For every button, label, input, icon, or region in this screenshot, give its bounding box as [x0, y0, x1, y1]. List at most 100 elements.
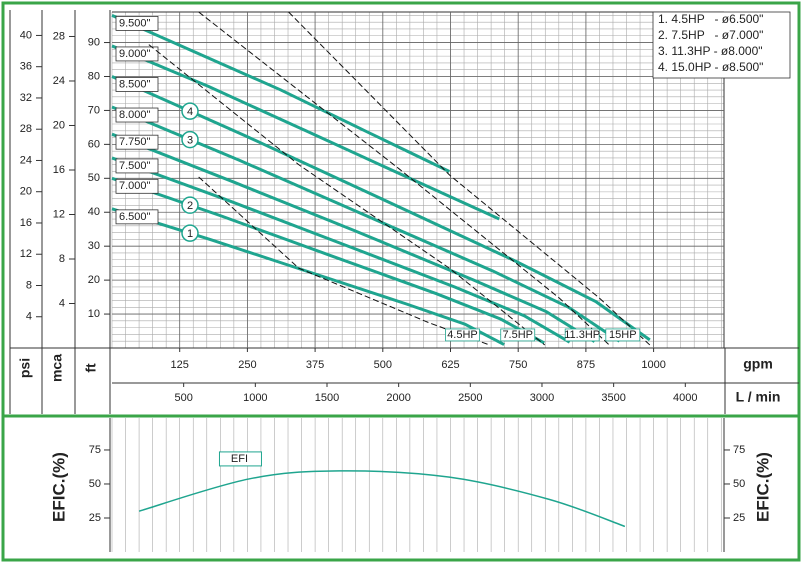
y-tick-label: 12	[20, 248, 32, 260]
y-tick-label: 32	[20, 92, 32, 104]
curve-label-box	[115, 15, 159, 31]
y-tick-label: 20	[88, 274, 100, 286]
y-tick-label: 28	[53, 30, 65, 42]
power-line	[288, 11, 651, 346]
plot-layer: 481216202428323640psi481216202428mca1020…	[17, 11, 791, 528]
y-tick-label: 12	[53, 208, 65, 220]
y-tick-label: 4	[59, 297, 65, 309]
y-axis-label: mca	[49, 354, 65, 382]
y-tick-label: 80	[88, 70, 100, 82]
curve-marker-circle	[181, 196, 199, 214]
x-tick-label: 3000	[530, 392, 554, 404]
power-label: 11.3HP	[564, 329, 600, 341]
y-tick-label: 30	[88, 240, 100, 252]
grid-layer	[9, 10, 799, 552]
curve-marker-circle	[181, 224, 199, 242]
x-tick-label: 4000	[673, 392, 697, 404]
y-tick-label: 50	[88, 172, 100, 184]
power-label: 15HP	[609, 329, 637, 341]
y-tick-label: 75	[89, 444, 101, 456]
y-tick-label: 60	[88, 138, 100, 150]
curve-label: 9.500"	[119, 17, 151, 29]
power-label: 7.5HP	[502, 329, 533, 341]
curve-label-box	[115, 107, 159, 123]
curve-label: 7.500"	[119, 160, 151, 172]
power-label: 4.5HP	[447, 329, 478, 341]
curve-label: 8.000"	[119, 109, 151, 121]
y-tick-label: 36	[20, 61, 32, 73]
y-tick-label: 8	[59, 253, 65, 265]
y-tick-label: 20	[20, 186, 32, 198]
x-tick-label: 1000	[641, 359, 665, 371]
y-tick-label: 16	[53, 164, 65, 176]
head-curve	[111, 156, 571, 344]
curve-label: 6.500"	[119, 211, 151, 223]
head-curve	[111, 14, 451, 173]
y-axis-label: EFIC.(%)	[49, 452, 68, 522]
efficiency-label: EFI	[231, 453, 248, 465]
y-tick-label: 10	[88, 308, 100, 320]
y-axis-label: psi	[17, 358, 33, 378]
curve-marker-circle	[181, 130, 199, 149]
x-tick-label: 1500	[315, 392, 339, 404]
y-tick-label: 90	[88, 36, 100, 48]
y-tick-label: 8	[26, 279, 32, 291]
curve-marker: 2	[187, 200, 193, 212]
legend-entry: 2. 7.5HP - ø7.000"	[658, 28, 763, 42]
legend-entry: 1. 4.5HP - ø6.500"	[658, 12, 763, 26]
x-tick-label: 500	[374, 359, 392, 371]
y-axis-label: ft	[83, 363, 99, 373]
power-label-box	[564, 328, 600, 342]
x-tick-label: 250	[238, 359, 256, 371]
power-line	[148, 44, 546, 346]
head-curve	[111, 105, 621, 343]
curve-label-box	[115, 209, 159, 225]
efficiency-curve	[138, 470, 626, 528]
x-tick-label: 500	[174, 392, 192, 404]
y-tick-label: 28	[20, 123, 32, 135]
y-tick-label: 40	[88, 206, 100, 218]
curve-label: 9.000"	[119, 48, 151, 60]
y-tick-label: 75	[733, 444, 745, 456]
curve-label-box	[115, 77, 159, 92]
power-label-box	[500, 328, 536, 342]
curve-label: 7.750"	[119, 136, 151, 148]
x-tick-label: 3500	[601, 392, 625, 404]
y-tick-label: 50	[89, 478, 101, 490]
legend-entry: 3. 11.3HP - ø8.000"	[658, 44, 763, 58]
curve-label-box	[115, 178, 159, 194]
curve-marker: 4	[187, 106, 193, 118]
y-tick-label: 24	[20, 154, 32, 166]
curve-marker: 3	[187, 135, 193, 147]
x-tick-label: 625	[441, 359, 459, 371]
y-axis-label: EFIC.(%)	[753, 452, 772, 522]
y-tick-label: 4	[26, 311, 32, 323]
y-tick-label: 25	[733, 512, 745, 524]
head-curve	[111, 132, 596, 343]
head-curve	[111, 44, 500, 221]
x-tick-label: 875	[577, 359, 595, 371]
x-tick-label: 375	[306, 359, 324, 371]
y-tick-label: 24	[53, 75, 65, 87]
curve-label: 7.000"	[119, 180, 151, 192]
power-label-box	[445, 328, 480, 342]
curve-label: 8.500"	[119, 78, 151, 90]
y-tick-label: 20	[53, 119, 65, 131]
y-tick-label: 50	[733, 478, 745, 490]
x-tick-label: 750	[509, 359, 527, 371]
curve-label-box	[115, 134, 159, 150]
curve-marker-circle	[181, 102, 199, 120]
legend-entry: 4. 15.0HP - ø8.500"	[658, 60, 763, 74]
y-tick-label: 40	[20, 29, 32, 41]
x-axis-label: gpm	[743, 356, 773, 372]
legend-box	[652, 11, 791, 79]
head-curve	[111, 75, 651, 342]
head-curve	[111, 176, 545, 345]
y-tick-label: 70	[88, 104, 100, 116]
curve-label-box	[115, 46, 159, 62]
y-tick-label: 25	[89, 512, 101, 524]
curve-marker: 1	[187, 228, 193, 240]
x-tick-label: 2000	[386, 392, 410, 404]
